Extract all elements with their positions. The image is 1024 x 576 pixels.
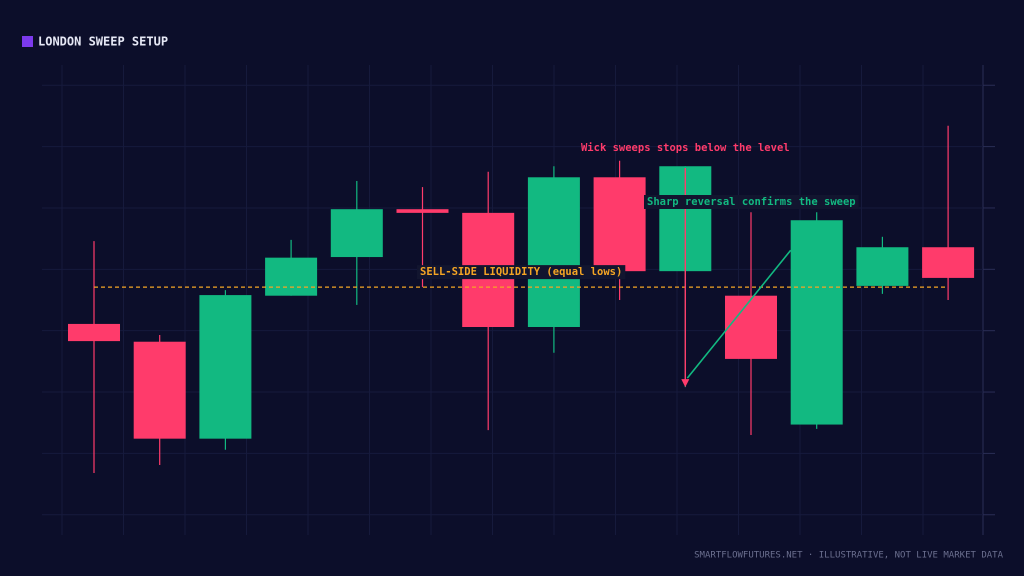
candle-body <box>396 209 449 213</box>
annotation-label: SELL-SIDE LIQUIDITY (equal lows) <box>420 266 622 278</box>
candle-body <box>790 220 843 425</box>
candle-body <box>199 295 252 439</box>
candle-body <box>133 341 186 439</box>
label-background <box>644 195 859 209</box>
label-background <box>417 265 626 280</box>
annotation-arrowhead <box>681 379 690 388</box>
candle-body <box>68 323 120 342</box>
title-marker <box>22 36 33 47</box>
candle-body <box>593 177 646 272</box>
annotation-label: Sharp reversal confirms the sweep <box>647 196 856 208</box>
vertical-grid <box>61 65 924 535</box>
candle-body <box>330 209 383 258</box>
candle-body <box>527 177 580 327</box>
footer: SMARTFLOWFUTURES.NET · ILLUSTRATIVE, NOT… <box>694 551 1003 561</box>
candle-body <box>265 257 318 296</box>
annotation-label: Wick sweeps stops below the level <box>581 142 790 154</box>
chart-title: LONDON SWEEP SETUP <box>38 35 168 49</box>
annotation-arrow <box>686 249 792 379</box>
candle-body <box>856 247 909 286</box>
candle-body <box>725 295 777 359</box>
candle-body <box>922 247 975 278</box>
